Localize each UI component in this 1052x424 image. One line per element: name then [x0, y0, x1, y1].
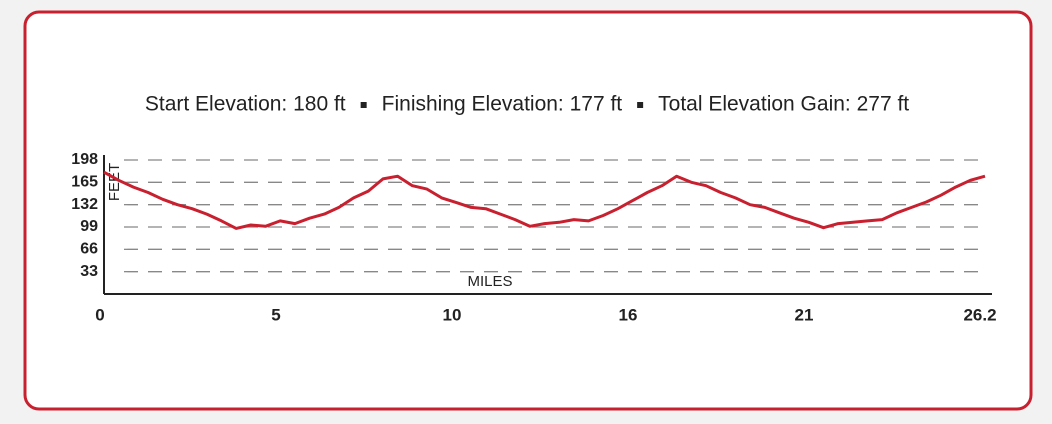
x-tick-label: 5	[271, 305, 280, 324]
separator-bullet	[360, 102, 367, 108]
x-tick-label: 26.2	[963, 305, 996, 324]
stat: Total Elevation Gain: 277 ft	[658, 93, 909, 116]
y-axis-label: FEET	[106, 163, 123, 201]
x-tick-label: 21	[795, 305, 814, 324]
x-tick-label: 10	[443, 305, 462, 324]
stat: Start Elevation: 180 ft	[145, 93, 346, 116]
y-tick-label: 132	[71, 196, 98, 213]
y-tick-label: 66	[80, 241, 98, 258]
stat: Finishing Elevation: 177 ft	[382, 93, 623, 116]
stats-row: Start Elevation: 180 ft Finishing Elevati…	[145, 93, 909, 116]
y-tick-label: 198	[71, 151, 98, 168]
x-tick-label: 0	[95, 305, 104, 324]
card-border	[23, 10, 1033, 411]
x-tick-label: 16	[619, 305, 638, 324]
x-axis-label: MILES	[467, 273, 512, 290]
y-tick-label: 33	[80, 263, 98, 280]
y-tick-label: 99	[80, 218, 98, 235]
elevation-line	[103, 170, 986, 230]
y-tick-label: 165	[71, 174, 98, 191]
separator-bullet	[637, 102, 644, 108]
